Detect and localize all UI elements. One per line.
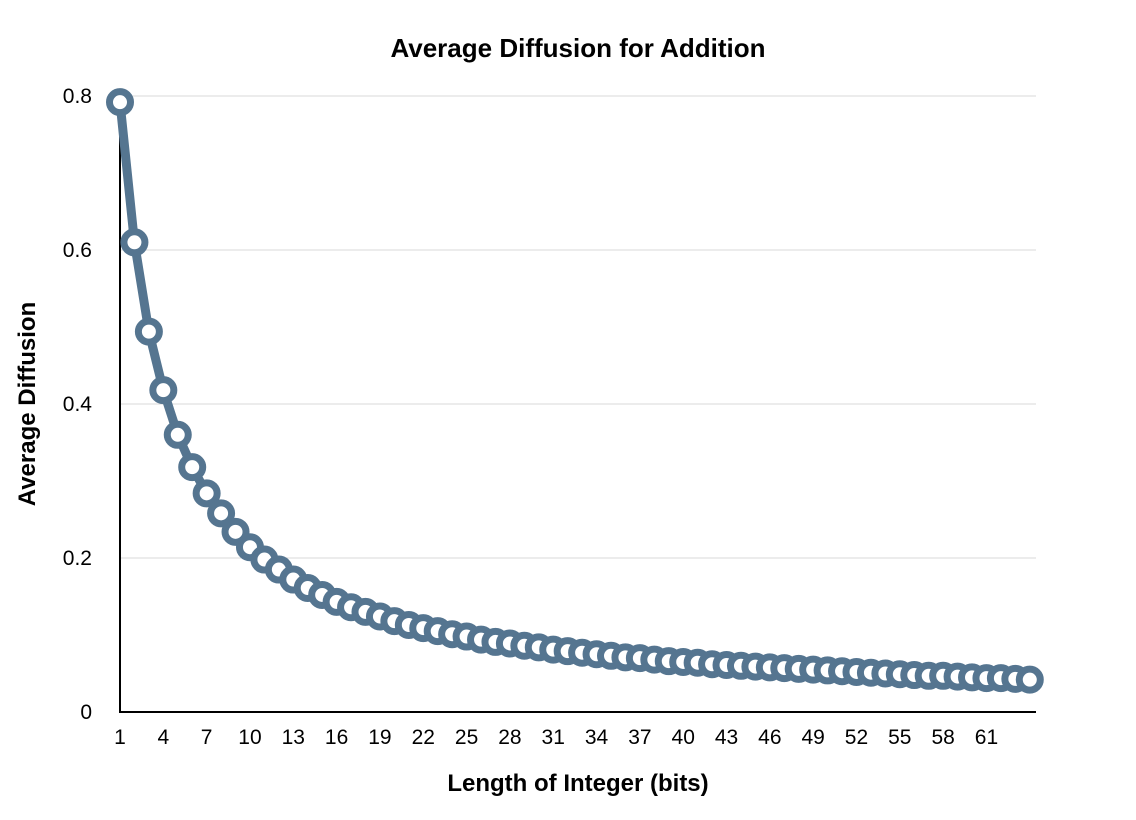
y-tick-label: 0.4 [63,393,93,416]
x-tick-label: 37 [628,726,651,749]
y-tick-label: 0 [80,701,92,724]
x-tick-label: 31 [542,726,565,749]
x-tick-label: 13 [282,726,305,749]
data-point [163,420,192,449]
x-tick-label: 19 [368,726,391,749]
data-point [120,228,149,257]
x-tick-label: 43 [715,726,738,749]
data-point [149,376,178,405]
y-tick-label: 0.6 [63,239,92,262]
data-point [178,453,207,482]
x-tick-label: 28 [498,726,521,749]
y-tick-label: 0.2 [63,547,92,570]
x-axis-label: Length of Integer (bits) [447,770,708,797]
data-point [192,479,221,508]
x-tick-label: 40 [672,726,695,749]
x-tick-label: 55 [888,726,911,749]
x-tick-label: 4 [157,726,169,749]
x-tick-label: 34 [585,726,609,749]
x-tick-label: 58 [931,726,954,749]
x-tick-label: 1 [114,726,126,749]
data-point [1015,665,1044,694]
x-tick-label: 25 [455,726,478,749]
x-tick-label: 16 [325,726,348,749]
y-axis-ticks: 0 0.2 0.4 0.6 0.8 [63,85,93,724]
data-point [207,499,236,528]
x-tick-label: 22 [412,726,435,749]
x-tick-label: 49 [801,726,824,749]
x-axis-ticks: 1 4 7 10 13 16 19 22 25 28 31 34 37 40 43 46 49 52 55 58 61 [114,726,998,749]
series-layer [106,88,1044,694]
gridlines [120,95,1036,559]
chart-title: Average Diffusion for Addition [390,33,765,63]
y-axis-label: Average Diffusion [14,302,41,506]
x-tick-label: 10 [238,726,261,749]
x-tick-label: 61 [975,726,998,749]
data-point [134,317,163,346]
x-tick-label: 52 [845,726,868,749]
data-point [106,88,134,117]
series-line [115,97,1035,685]
x-tick-label: 46 [758,726,781,749]
y-tick-label: 0.8 [63,85,92,108]
x-tick-label: 7 [201,726,213,749]
